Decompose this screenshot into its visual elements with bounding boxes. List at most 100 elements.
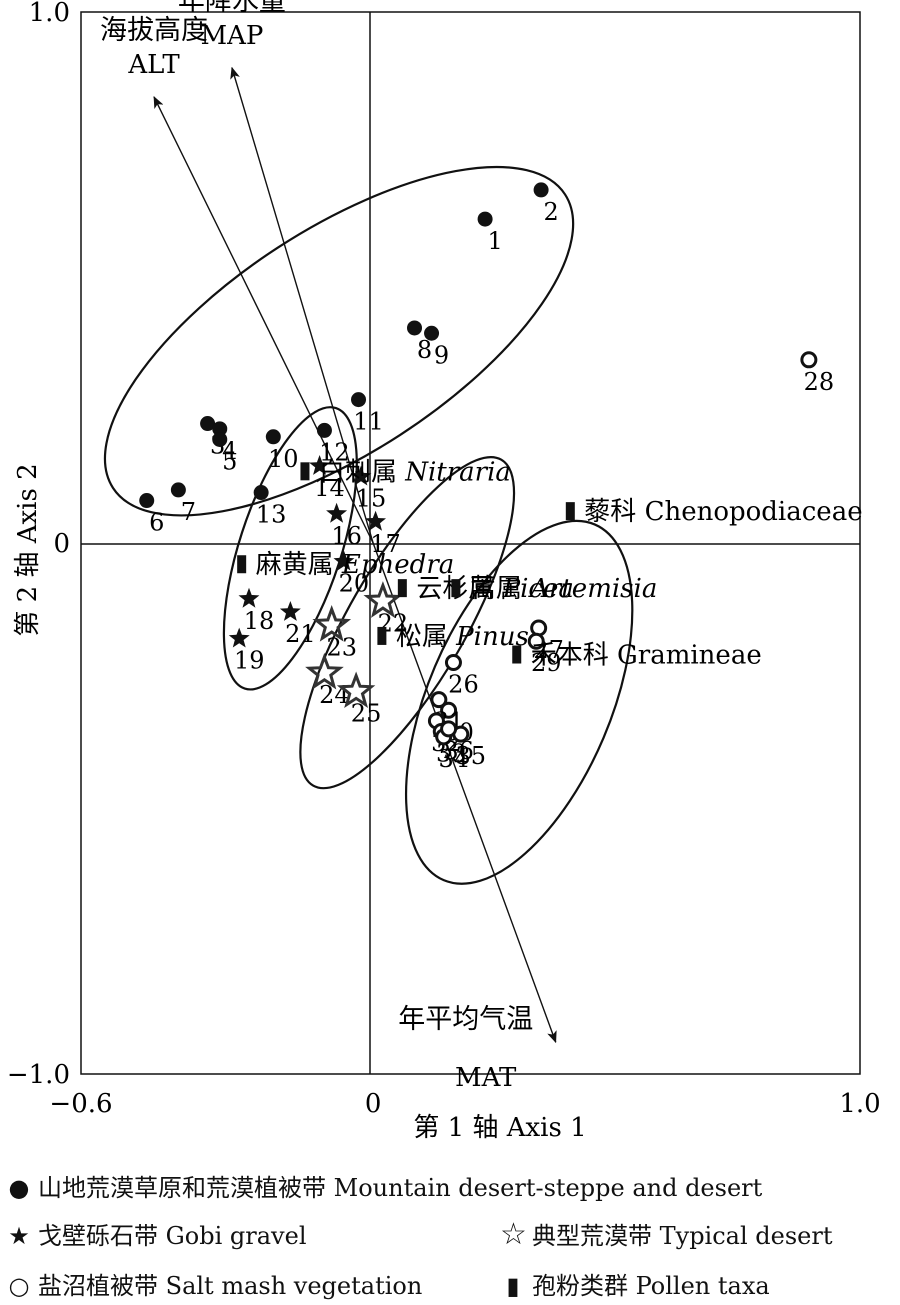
axis-ticks: −0.6 0 1.0 1.0 0 −1.0: [7, 0, 881, 1119]
filled-circle-icon: ●: [8, 1174, 30, 1202]
sample-points: 1234567891011121314151617181920212223242…: [139, 182, 835, 773]
point-label: 20: [339, 570, 370, 598]
point-27: [530, 619, 548, 637]
taxon-gramineae-marker: [512, 645, 522, 664]
point-label: 17: [370, 530, 401, 558]
point-label: 19: [234, 647, 265, 675]
y-tick-label: 1.0: [29, 0, 70, 28]
taxon-ephedra-marker: [237, 555, 247, 574]
taxon-artemisia-marker: [451, 579, 461, 598]
point-label: 18: [244, 607, 275, 635]
point-11: [351, 392, 367, 408]
point-label: 7: [181, 498, 196, 526]
point-24: [305, 652, 344, 690]
legend-salt: ○ 盐沼植被带 Salt mash vegetation: [6, 1266, 423, 1301]
vector-alt: [153, 96, 374, 544]
point-17: [365, 510, 386, 531]
point-label: 34: [438, 745, 469, 773]
taxon-ephedra-label: 麻黄属 Ephedra: [256, 550, 455, 580]
point-label: 11: [353, 408, 384, 436]
point-21: [279, 601, 301, 621]
point-2: [533, 182, 549, 198]
taxon-picea-marker: [397, 579, 407, 598]
point-label: 36: [443, 737, 474, 765]
point-label: 25: [351, 700, 382, 728]
group-ellipses: [103, 165, 634, 885]
legend-mountain: ● 山地荒漠草原和荒漠植被带 Mountain desert-steppe and…: [6, 1168, 763, 1203]
y-tick-label: 0: [53, 529, 70, 559]
point-label: 14: [314, 474, 345, 502]
point-4: [212, 421, 228, 437]
point-label: 21: [285, 620, 316, 648]
point-label: 4: [222, 437, 237, 465]
ellipse-typical-desert: [299, 456, 516, 790]
point-label: 5: [222, 447, 237, 475]
point-26: [444, 653, 462, 671]
point-label: 10: [268, 445, 299, 473]
point-18: [238, 587, 260, 608]
x-tick-label: −0.6: [49, 1089, 112, 1119]
point-30: [440, 701, 458, 719]
taxon-nitraria-label: 白刺属 Nitraria: [319, 457, 511, 487]
point-label: 15: [356, 485, 387, 513]
vector-map: [230, 66, 374, 544]
taxon-nitraria-marker: [300, 462, 310, 481]
x-tick-label: 0: [365, 1089, 382, 1119]
taxon-artemisia-label: 蒿属 Artemisia: [470, 574, 657, 604]
y-tick-label: −1.0: [7, 1060, 70, 1090]
point-15: [350, 465, 372, 486]
point-9: [424, 325, 440, 341]
ellipse-salt-mash-vegetation: [404, 519, 634, 885]
point-label: 6: [149, 509, 164, 537]
point-14: [309, 455, 330, 475]
point-10: [265, 429, 281, 445]
point-29: [527, 632, 545, 650]
legend-typical-label: 典型荒漠带 Typical desert: [532, 1222, 833, 1250]
point-36: [440, 720, 458, 738]
taxon-gramineae-label: 禾本科 Gramineae: [531, 641, 762, 671]
point-label: 8: [417, 336, 432, 364]
vector-label-zh: 年降水量: [178, 0, 286, 17]
ellipse-gobi-gravel: [222, 406, 358, 691]
legend-pollen: ▮ 孢粉类群 Pollen taxa: [500, 1266, 770, 1301]
legend-pollen-label: 孢粉类群 Pollen taxa: [532, 1272, 770, 1300]
point-label: 29: [531, 649, 562, 677]
point-label: 9: [434, 341, 449, 369]
legend-salt-label: 盐沼植被带 Salt mash vegetation: [38, 1272, 423, 1300]
point-8: [407, 320, 423, 336]
point-label: 1: [487, 227, 502, 255]
taxon-pinus-marker: [377, 626, 387, 645]
vector-mat: [372, 542, 557, 1044]
taxon-chenopodiaceae-marker: [565, 502, 575, 521]
point-6: [139, 493, 155, 509]
point-label: 16: [331, 522, 362, 550]
point-label: 13: [256, 501, 287, 529]
filled-star-icon: ★: [8, 1222, 30, 1250]
point-12: [316, 422, 332, 438]
point-label: 23: [326, 633, 357, 661]
legend-mountain-label: 山地荒漠草原和荒漠植被带 Mountain desert-steppe and …: [38, 1174, 763, 1202]
legend-typical: ☆ 典型荒漠带 Typical desert: [500, 1216, 833, 1251]
point-16: [326, 502, 348, 523]
point-label: 28: [804, 368, 835, 396]
point-22: [363, 581, 403, 618]
vector-label-en: ALT: [127, 50, 180, 80]
vector-label-zh: 年平均气温: [398, 1004, 533, 1035]
point-28: [800, 351, 818, 369]
point-5: [212, 431, 228, 447]
legend-gobi-label: 戈壁砾石带 Gobi gravel: [38, 1222, 307, 1250]
hollow-star-icon: ☆: [500, 1217, 527, 1252]
point-label: 26: [448, 670, 479, 698]
x-tick-label: 1.0: [839, 1089, 880, 1119]
vector-label-en: MAP: [200, 21, 263, 51]
point-label: 12: [319, 438, 350, 466]
point-7: [170, 482, 186, 498]
ellipse-mountain-desert-steppe-and-desert: [103, 165, 575, 517]
point-31: [430, 691, 448, 709]
point-1: [477, 211, 493, 227]
plot-frame: [80, 11, 861, 1075]
taxon-chenopodiaceae-label: 藜科 Chenopodiaceae: [584, 497, 862, 527]
legend-gobi: ★ 戈壁砾石带 Gobi gravel: [6, 1216, 307, 1251]
